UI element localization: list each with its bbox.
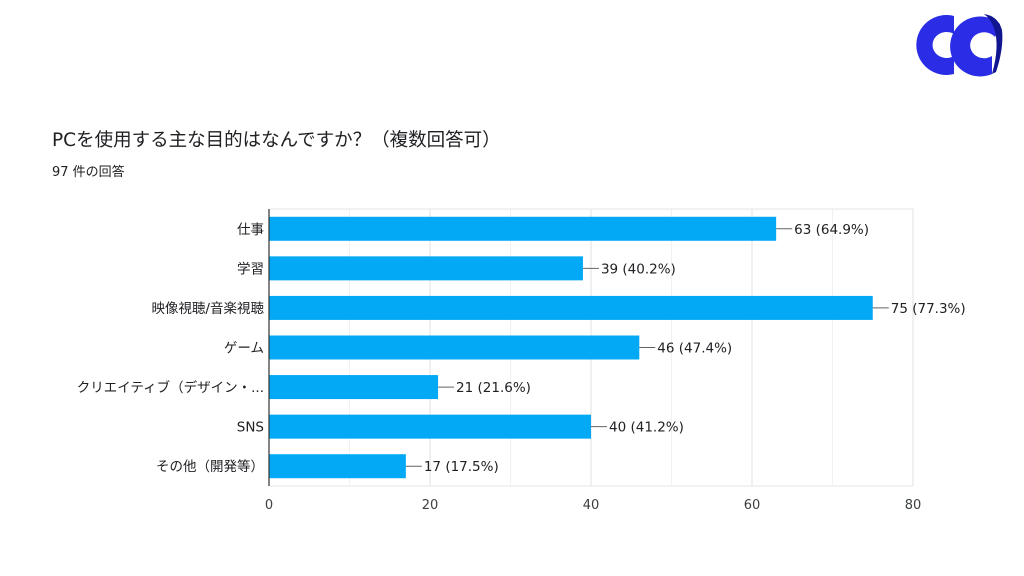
category-label: クリエイティブ（デザイン・... — [77, 379, 264, 396]
x-tick-label: 80 — [905, 498, 922, 513]
logo-right-c — [950, 16, 1000, 77]
x-tick-label: 40 — [583, 498, 600, 513]
response-count: 97 件の回答 — [52, 165, 125, 180]
bar — [269, 256, 583, 281]
bar — [269, 335, 640, 360]
category-label: その他（開発等） — [156, 458, 264, 475]
data-label: 40 (41.2%) — [609, 420, 684, 436]
bars — [269, 216, 873, 479]
chart-title: PCを使用する主な目的はなんですか？（複数回答可） — [52, 130, 501, 151]
bar — [269, 414, 591, 439]
x-tick-label: 20 — [422, 498, 439, 513]
data-label: 39 (40.2%) — [601, 261, 676, 277]
bar — [269, 454, 406, 479]
category-label: ゲーム — [224, 341, 264, 357]
x-tick-label: 0 — [265, 498, 273, 513]
bar — [269, 216, 777, 241]
logo-right-c-shadow — [984, 14, 1003, 74]
category-label: 映像視聴/音楽視聴 — [151, 300, 264, 317]
category-label: 学習 — [237, 261, 264, 277]
brand-logo-icon — [916, 14, 1003, 77]
bar — [269, 375, 439, 400]
category-label: 仕事 — [237, 222, 264, 238]
data-label: 17 (17.5%) — [424, 459, 499, 475]
data-label: 21 (21.6%) — [456, 380, 531, 396]
x-tick-label: 60 — [744, 498, 761, 513]
labels: 0 20 40 60 80 仕事 63 (64.9%) 学習 39 (40.2%) 映像視聴/音楽… — [77, 209, 966, 513]
logo-left-c — [916, 15, 954, 76]
data-label: 75 (77.3%) — [891, 301, 966, 317]
data-label: 63 (64.9%) — [794, 222, 869, 238]
bar — [269, 295, 873, 320]
category-label: SNS — [237, 420, 264, 436]
data-label: 46 (47.4%) — [657, 341, 732, 357]
